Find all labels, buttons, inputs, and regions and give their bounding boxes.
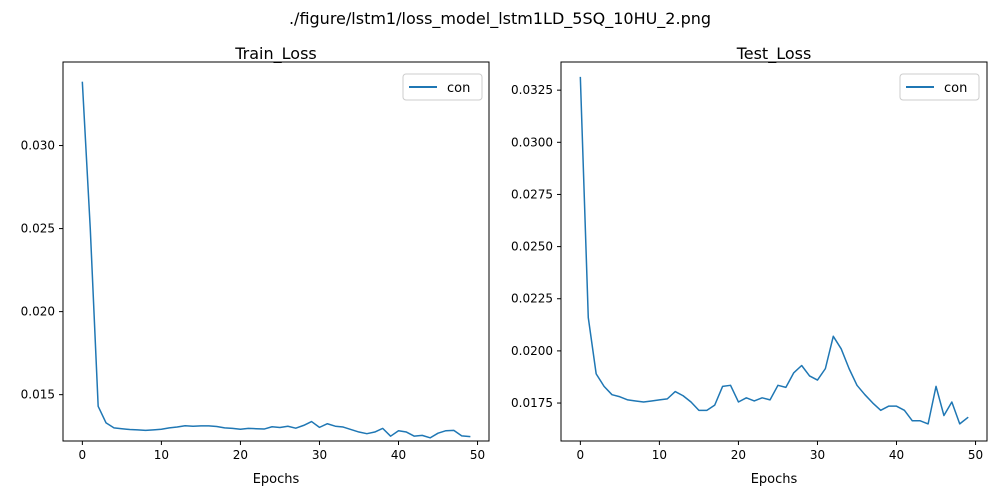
test-loss-series-line-con bbox=[579, 76, 969, 425]
train-loss-x-tick-label: 40 bbox=[391, 448, 406, 462]
train-loss-legend: con bbox=[402, 73, 483, 101]
test-loss-axes-frame bbox=[560, 61, 988, 442]
test-loss-legend-label: con bbox=[944, 81, 967, 96]
train-loss-y-tick-label: 0.015 bbox=[21, 388, 55, 402]
test-loss-x-tick-label: 10 bbox=[652, 448, 667, 462]
train-loss-x-tick-label: 50 bbox=[470, 448, 485, 462]
test-loss-y-tick-label: 0.0200 bbox=[511, 344, 553, 358]
test-loss-panel: Test_Loss Epochs 0 10 20 30 40 50 0.0175 0.0200… bbox=[511, 44, 988, 487]
test-loss-y-tick-label: 0.0300 bbox=[511, 135, 553, 149]
train-loss-legend-label: con bbox=[447, 81, 470, 96]
train-loss-x-tick-label: 0 bbox=[79, 448, 87, 462]
test-loss-y-tick-label: 0.0325 bbox=[511, 83, 553, 97]
test-loss-legend: con bbox=[899, 73, 980, 101]
test-loss-y-tick-label: 0.0175 bbox=[511, 396, 553, 410]
test-loss-x-tick-label: 50 bbox=[968, 448, 983, 462]
test-loss-y-tick-label: 0.0275 bbox=[511, 187, 553, 201]
test-loss-x-axis-label: Epochs bbox=[751, 472, 798, 487]
train-loss-axes-frame bbox=[62, 61, 490, 442]
train-loss-y-tick-label: 0.020 bbox=[21, 305, 55, 319]
test-loss-x-tick-label: 40 bbox=[889, 448, 904, 462]
train-loss-panel: Train_Loss Epochs 0 10 20 30 40 50 0.015 0.020 0… bbox=[21, 44, 490, 487]
test-loss-x-tick-label: 20 bbox=[731, 448, 746, 462]
train-loss-legend-box bbox=[402, 73, 483, 101]
train-loss-x-tick-label: 20 bbox=[233, 448, 248, 462]
train-loss-x-tick-label: 30 bbox=[312, 448, 327, 462]
train-loss-y-tick-label: 0.030 bbox=[21, 139, 55, 153]
test-loss-y-tick-label: 0.0250 bbox=[511, 240, 553, 254]
test-loss-y-tick-label: 0.0225 bbox=[511, 292, 553, 306]
train-loss-series-line-con bbox=[81, 81, 471, 439]
train-loss-x-tick-label: 10 bbox=[154, 448, 169, 462]
figure-title: ./figure/lstm1/loss_model_lstm1LD_5SQ_10… bbox=[289, 9, 711, 29]
test-loss-legend-box bbox=[899, 73, 980, 101]
test-loss-x-tick-label: 0 bbox=[577, 448, 585, 462]
train-loss-x-axis-label: Epochs bbox=[253, 472, 300, 487]
train-loss-title: Train_Loss bbox=[234, 44, 316, 64]
test-loss-x-tick-label: 30 bbox=[810, 448, 825, 462]
test-loss-title: Test_Loss bbox=[736, 44, 812, 64]
train-loss-y-tick-label: 0.025 bbox=[21, 222, 55, 236]
